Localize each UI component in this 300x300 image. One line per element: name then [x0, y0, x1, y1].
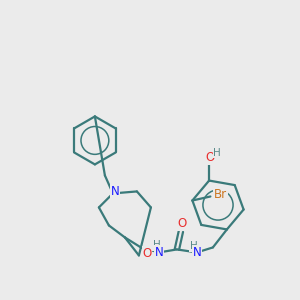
Text: N: N: [154, 246, 163, 259]
Text: O: O: [177, 217, 187, 230]
Text: O: O: [142, 247, 152, 260]
Text: Br: Br: [214, 188, 227, 201]
Text: H: H: [213, 148, 221, 158]
Text: H: H: [153, 240, 161, 250]
Text: O: O: [206, 151, 215, 164]
Text: N: N: [110, 185, 119, 198]
Text: H: H: [190, 242, 198, 251]
Text: N: N: [193, 246, 201, 259]
